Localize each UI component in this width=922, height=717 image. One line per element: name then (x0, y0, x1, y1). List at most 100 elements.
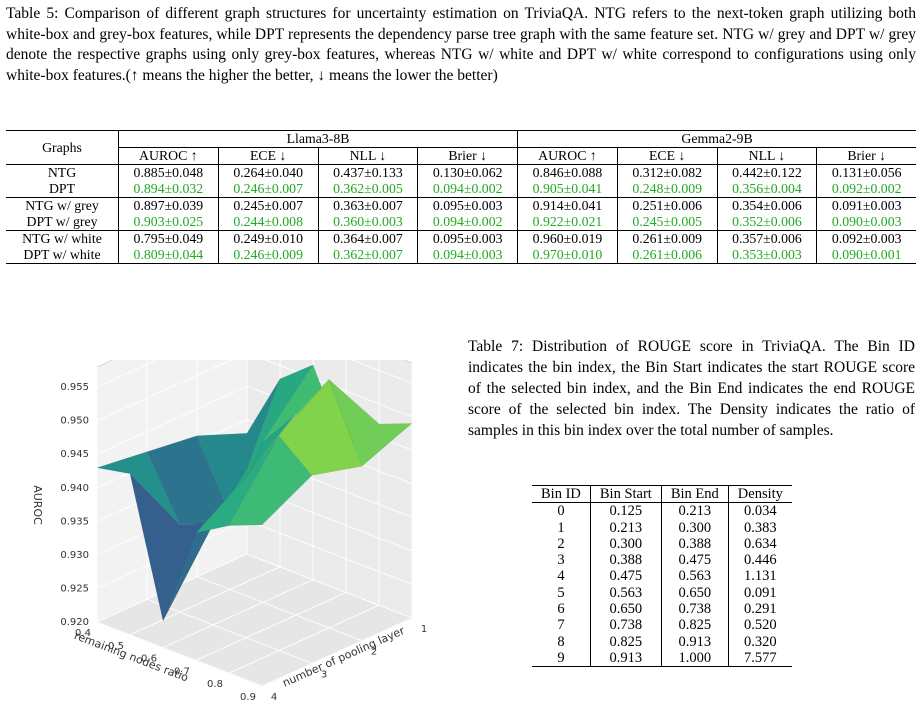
table-cell: 0.388 (589, 552, 662, 569)
table-cell: 0.261±0.009 (617, 230, 718, 247)
column-header: Density (727, 484, 792, 504)
table-cell: 0.846±0.088 (517, 164, 618, 181)
table-cell: 0.261±0.006 (617, 247, 718, 264)
table-cell: 5 (557, 584, 565, 601)
row-label: DPT w/ grey (6, 214, 119, 231)
table-cell: 2 (557, 535, 565, 552)
table-cell: 0.291 (727, 601, 792, 618)
table-cell: 0.905±0.041 (517, 181, 618, 198)
table-cell: 0.092±0.002 (831, 181, 902, 196)
table-cell: 6 (557, 601, 565, 618)
metric-header: AUROC ↑ (517, 147, 618, 165)
table-cell: 0.903±0.025 (118, 214, 219, 231)
table-row: 0 0.125 0.213 0.034 (532, 502, 792, 520)
table-cell: 0.125 (589, 502, 662, 520)
table-cell: 0.264±0.040 (218, 164, 319, 181)
table-row: NTG w/ white 0.795±0.049 0.249±0.010 0.364±… (6, 230, 916, 247)
model1-header: Llama3-8B (118, 130, 519, 148)
table-cell: 1.131 (727, 568, 792, 585)
table-cell: 0.825 (660, 617, 729, 634)
table-cell: 0.320 (727, 633, 792, 650)
table-row: DPT 0.894±0.032 0.246±0.007 0.362±0.005 0.09… (6, 181, 916, 198)
table-cell: 0.795±0.049 (118, 230, 219, 247)
y-tick-label: 1 (421, 624, 427, 635)
z-tick-label: 0.940 (60, 483, 89, 494)
y-gridline (96, 367, 263, 687)
table-cell: 3 (557, 552, 565, 569)
table-cell: 0.738 (589, 617, 662, 634)
table-cell: 0.248±0.009 (617, 181, 718, 198)
table-cell: 0.130±0.062 (417, 164, 519, 181)
column-header: Bin End (660, 484, 729, 504)
surface-plot-svg: 0.920 0.925 0.930 0.935 0.940 0.945 0.950 0.955… (31, 298, 427, 703)
table-cell: 0.913 (589, 649, 662, 668)
table-cell: 0.563 (589, 584, 662, 602)
table-cell: 4 (557, 568, 565, 585)
graphs-header: Graphs (6, 130, 119, 165)
z-tick-label: 0.945 (60, 449, 89, 460)
table-cell: 0.360±0.003 (318, 214, 419, 231)
table-cell: 0.970±0.010 (517, 247, 618, 264)
table-cell: 0.809±0.044 (118, 247, 219, 264)
metric-header: NLL ↓ (717, 147, 818, 165)
table-cell: 0.388 (660, 535, 729, 553)
metric-header: Brier ↓ (417, 147, 519, 165)
z-tick-label: 0.955 (60, 382, 89, 393)
table-cell: 0.095±0.003 (417, 230, 519, 247)
table-cell: 0.914±0.041 (517, 197, 618, 214)
column-header: Bin Start (589, 484, 662, 504)
row-label: NTG w/ grey (6, 197, 119, 214)
table-row: 3 0.388 0.475 0.446 (532, 552, 792, 569)
z-tick-label: 0.920 (60, 617, 89, 628)
table-row: NTG w/ grey 0.897±0.039 0.245±0.007 0.363±0… (6, 197, 916, 214)
table-cell: 0.738 (660, 601, 729, 618)
table-cell: 0.650 (589, 601, 662, 618)
table-cell: 0.913 (660, 633, 729, 650)
table7: Bin ID Bin Start Bin End Density 0 0.125 0.21… (532, 484, 792, 668)
table-row: 4 0.475 0.563 1.131 (532, 568, 792, 585)
column-header: Bin ID (532, 484, 591, 504)
table-cell: 0.634 (727, 535, 792, 553)
table7-caption: Table 7: Distribution of ROUGE score in … (468, 338, 915, 439)
z-tick-label: 0.935 (60, 516, 89, 527)
metric-header: ECE ↓ (617, 147, 718, 165)
table-cell: 0.246±0.009 (218, 247, 319, 264)
row-label: NTG w/ white (6, 230, 119, 247)
table-cell: 0.091 (727, 584, 792, 602)
table-cell: 0.885±0.048 (118, 164, 219, 181)
table-cell: 1 (557, 519, 565, 536)
row-label: DPT (6, 181, 119, 198)
table-row: 1 0.213 0.300 0.383 (532, 519, 792, 536)
table-cell: 7.577 (727, 649, 792, 668)
x-tick-label: 0.4 (75, 628, 91, 639)
metric-header: Brier ↓ (816, 147, 916, 165)
table-cell: 7 (557, 617, 565, 634)
metric-header: NLL ↓ (318, 147, 419, 165)
table-cell: 0.095±0.003 (417, 197, 519, 214)
table-cell: 0.300 (660, 519, 729, 536)
table-cell: 0.475 (589, 568, 662, 585)
row-label: DPT w/ white (6, 247, 119, 264)
surface-chart: 0.920 0.925 0.930 0.935 0.940 0.945 0.950 0.955… (0, 298, 470, 712)
table-cell: 0.356±0.004 (717, 181, 818, 198)
table-cell: 0.312±0.082 (617, 164, 718, 181)
table-row: 7 0.738 0.825 0.520 (532, 617, 792, 634)
z-axis-label: AUROC (31, 485, 44, 525)
table-cell: 0.131±0.056 (831, 165, 902, 180)
table-row: NTG 0.885±0.048 0.264±0.040 0.437±0.133 0.13… (6, 164, 916, 181)
table-cell: 0.894±0.032 (118, 181, 219, 198)
surface-patch (328, 379, 413, 467)
table-cell: 0.094±0.003 (417, 247, 519, 264)
table-cell: 0.245±0.005 (617, 214, 718, 231)
table-cell: 0.383 (727, 519, 792, 536)
table-cell: 0.563 (660, 568, 729, 585)
z-tick-label: 0.925 (60, 583, 89, 594)
table-row: 8 0.825 0.913 0.320 (532, 633, 792, 650)
table-cell: 1.000 (660, 649, 729, 668)
table-cell: 0.362±0.005 (318, 181, 419, 198)
table-cell: 0.213 (589, 519, 662, 536)
table-cell: 0.091±0.003 (816, 197, 916, 214)
y-tick-label: 2 (371, 647, 377, 658)
row-label: NTG (6, 164, 119, 181)
table-cell: 0.357±0.006 (717, 230, 818, 247)
